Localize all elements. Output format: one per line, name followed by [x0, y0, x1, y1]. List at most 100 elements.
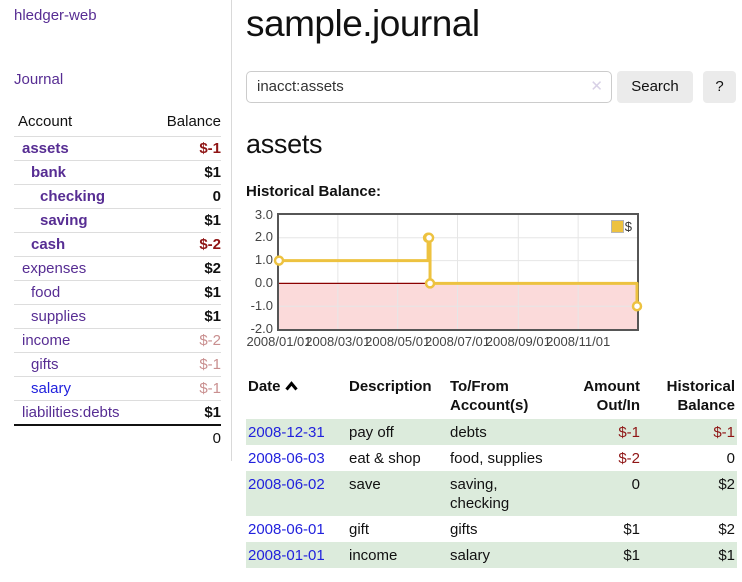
chart-point	[633, 302, 641, 310]
transaction-date-link[interactable]: 2008-06-03	[248, 450, 325, 467]
sort-asc-icon	[285, 381, 298, 391]
register-cell-date: 2008-06-02	[246, 471, 347, 516]
chart-title: Historical Balance:	[246, 183, 742, 200]
register-header-row: Date Description To/From Account(s) Amou…	[246, 375, 737, 419]
account-link[interactable]: assets	[22, 140, 69, 157]
register-cell-balance: $2	[642, 471, 737, 516]
register-cell-accounts: debts	[448, 419, 553, 445]
y-axis-tick-label: 3.0	[246, 206, 273, 224]
accounts-header-balance: Balance	[147, 111, 221, 137]
register-header-amount: Amount Out/In	[553, 375, 642, 419]
sidebar-item-journal[interactable]: Journal	[14, 71, 221, 88]
account-row: checking0	[14, 185, 221, 209]
account-row: supplies$1	[14, 305, 221, 329]
search-button[interactable]: Search	[617, 71, 693, 103]
register-cell-accounts: salary	[448, 542, 553, 568]
register-row: 2008-06-01giftgifts$1$2	[246, 516, 737, 542]
account-link[interactable]: income	[22, 332, 70, 349]
account-row: assets $-1	[14, 137, 221, 161]
account-balance: $1	[147, 281, 221, 305]
accounts-total-value: 0	[147, 425, 221, 451]
account-balance: $-1	[147, 137, 221, 161]
account-link[interactable]: gifts	[31, 356, 59, 373]
account-link[interactable]: cash	[31, 236, 65, 253]
transaction-date-link[interactable]: 2008-01-01	[248, 547, 325, 564]
register-cell-balance: $-1	[642, 419, 737, 445]
search-box: ✕	[246, 71, 612, 103]
register-cell-date: 2008-12-31	[246, 419, 347, 445]
register-cell-description: save	[347, 471, 448, 516]
register-header-description: Description	[347, 375, 448, 419]
register-cell-amount: $-2	[553, 445, 642, 471]
y-axis-tick-label: 2.0	[246, 228, 273, 246]
chart-plot-area: $	[277, 213, 639, 331]
register-cell-description: gift	[347, 516, 448, 542]
brand-link[interactable]: hledger-web	[14, 7, 221, 24]
account-row: liabilities:debts $1	[14, 401, 221, 426]
page: hledger-web Journal Account Balance asse…	[0, 0, 742, 568]
accounts-total-row: 0	[14, 425, 221, 451]
legend-swatch-icon	[611, 220, 624, 233]
register-header-balance: Historical Balance	[642, 375, 737, 419]
account-balance: $1	[147, 401, 221, 426]
account-row: salary $-1	[14, 377, 221, 401]
account-link[interactable]: saving	[40, 212, 88, 229]
account-row: saving $1	[14, 209, 221, 233]
accounts-total-spacer	[14, 425, 147, 451]
x-axis-tick-label: 2008/11/01	[540, 334, 616, 349]
account-row: cash $-2	[14, 233, 221, 257]
transaction-date-link[interactable]: 2008-06-01	[248, 521, 325, 538]
accounts-header-account: Account	[14, 111, 147, 137]
register-row: 2008-01-01incomesalary$1$1	[246, 542, 737, 568]
account-balance: $-2	[147, 233, 221, 257]
account-link[interactable]: salary	[31, 380, 71, 397]
account-link[interactable]: bank	[31, 164, 66, 181]
transaction-date-link[interactable]: 2008-06-02	[248, 476, 325, 493]
y-axis-tick-label: 1.0	[246, 251, 273, 269]
account-link[interactable]: food	[31, 284, 60, 301]
register-cell-accounts: gifts	[448, 516, 553, 542]
account-row: expenses $2	[14, 257, 221, 281]
account-balance: $1	[147, 161, 221, 185]
accounts-table: Account Balance assets$-1bank$1checking0…	[14, 111, 221, 451]
search-form: ✕ Search ?	[246, 71, 742, 103]
account-row: income $-2	[14, 329, 221, 353]
account-balance: $-2	[147, 329, 221, 353]
register-header-date[interactable]: Date	[246, 375, 347, 419]
register-cell-date: 2008-01-01	[246, 542, 347, 568]
account-link[interactable]: liabilities:debts	[22, 404, 120, 421]
register-row: 2008-12-31pay offdebts$-1$-1	[246, 419, 737, 445]
register-cell-description: eat & shop	[347, 445, 448, 471]
account-balance: $-1	[147, 377, 221, 401]
register-cell-description: income	[347, 542, 448, 568]
chart-legend: $	[611, 219, 632, 234]
account-balance: $2	[147, 257, 221, 281]
register-cell-description: pay off	[347, 419, 448, 445]
account-row: food $1	[14, 281, 221, 305]
transaction-date-link[interactable]: 2008-12-31	[248, 424, 325, 441]
account-row: bank $1	[14, 161, 221, 185]
sidebar: hledger-web Journal Account Balance asse…	[0, 0, 232, 461]
register-header-accounts: To/From Account(s)	[448, 375, 553, 419]
account-row: gifts$-1	[14, 353, 221, 377]
chart-point	[426, 279, 434, 287]
account-link[interactable]: checking	[40, 188, 105, 205]
help-button[interactable]: ?	[703, 71, 736, 103]
account-balance: $1	[147, 209, 221, 233]
clear-search-icon[interactable]: ✕	[590, 78, 603, 96]
register-cell-balance: $2	[642, 516, 737, 542]
account-link[interactable]: supplies	[31, 308, 86, 325]
register-cell-amount: 0	[553, 471, 642, 516]
register-cell-accounts: saving, checking	[448, 471, 553, 516]
search-input[interactable]	[246, 71, 612, 103]
page-title: sample.journal	[246, 3, 742, 46]
historical-balance-chart: $ 3.02.01.00.0-1.0-2.02008/01/012008/03/…	[246, 213, 726, 355]
register-cell-balance: $1	[642, 542, 737, 568]
y-axis-tick-label: -1.0	[246, 297, 273, 315]
register-cell-date: 2008-06-03	[246, 445, 347, 471]
chart-point	[275, 256, 283, 264]
account-link[interactable]: expenses	[22, 260, 86, 277]
register-table: Date Description To/From Account(s) Amou…	[246, 375, 737, 568]
register-cell-accounts: food, supplies	[448, 445, 553, 471]
accounts-header-row: Account Balance	[14, 111, 221, 137]
